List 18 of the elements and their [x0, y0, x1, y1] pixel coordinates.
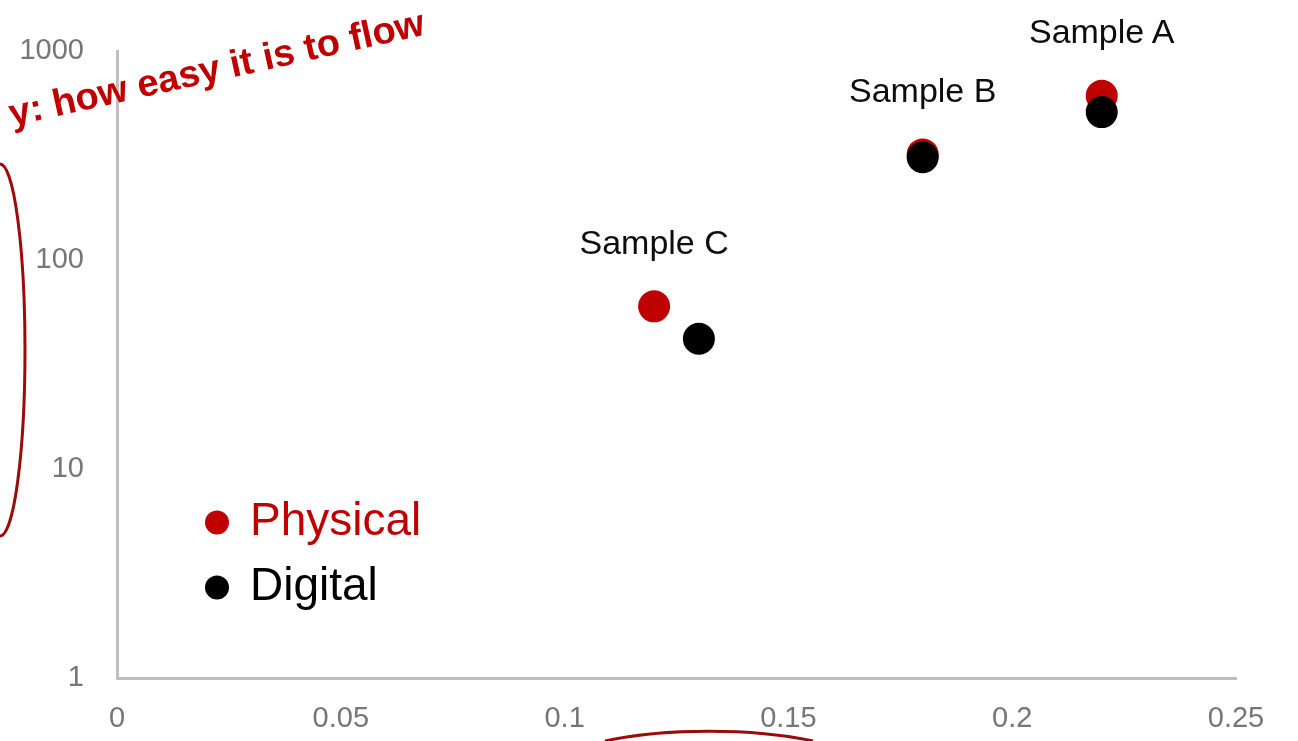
point: [682, 322, 715, 355]
annotation: Sample C: [579, 222, 729, 261]
legend-label: Digital: [250, 558, 378, 611]
x-tick-label: 0.2: [992, 701, 1033, 734]
y-tick-label: 10: [51, 451, 84, 483]
x-tick-label: 0: [108, 701, 126, 734]
x-tick-label: 0.25: [1207, 701, 1265, 734]
x-tick-label: 0.05: [312, 701, 370, 734]
y-tick-label: 100: [35, 242, 84, 274]
x-tick-label: 0.1: [544, 701, 585, 734]
point: [638, 290, 671, 323]
annotation: Sample A: [1028, 12, 1175, 51]
point: [1085, 96, 1118, 129]
annotation: Sample B: [848, 70, 997, 109]
x-tick-label: 0.15: [760, 701, 817, 734]
y-tick-label: 1: [67, 660, 84, 692]
legend-label: Physical: [250, 493, 422, 546]
y-tick-label: 1000: [19, 33, 84, 65]
